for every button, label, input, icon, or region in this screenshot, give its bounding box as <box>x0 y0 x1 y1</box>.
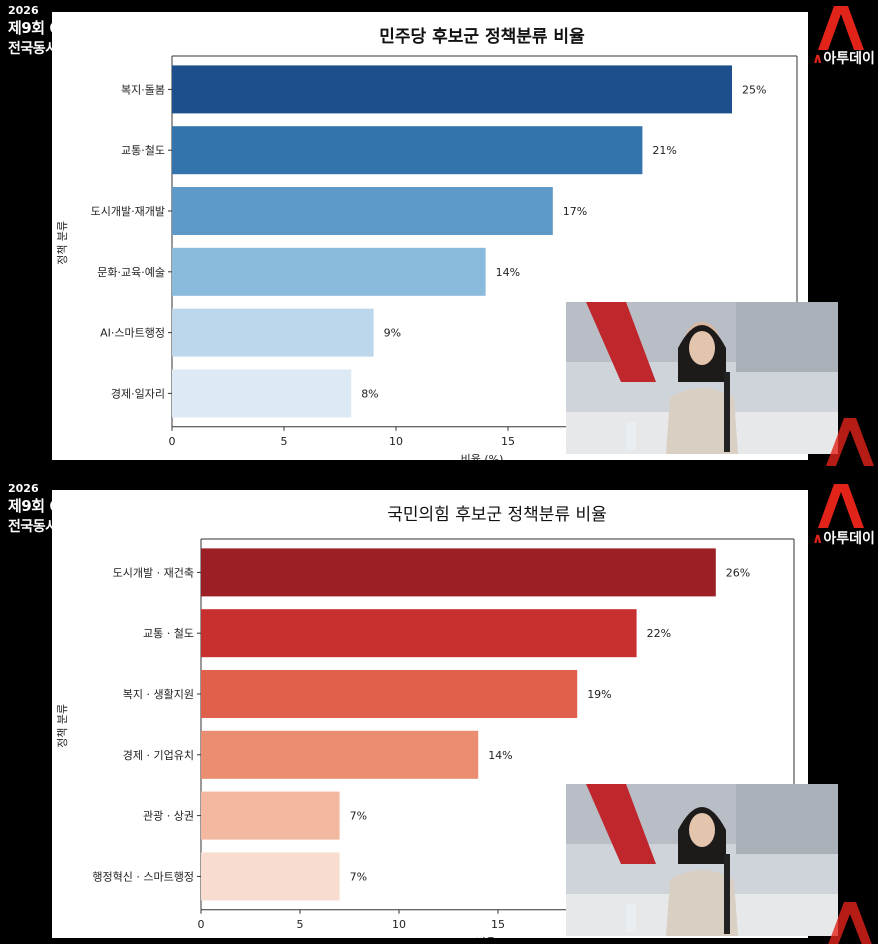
watermark-logo-icon-2 <box>828 902 872 944</box>
y-tick-label: 복지·돌봄 <box>121 83 165 96</box>
bar <box>201 670 578 718</box>
watermark-logo-icon <box>826 418 874 466</box>
channel-logo-text-2: ∧아투데이 <box>812 531 875 547</box>
data-label: 26% <box>726 566 750 579</box>
bar <box>201 730 479 779</box>
election-brand: 2026 제9회 6·3 ☑ 전국동시지방선거 <box>8 4 108 58</box>
data-label: 8% <box>361 387 378 400</box>
data-label: 19% <box>587 688 611 701</box>
y-axis-label: 정책 분류 <box>56 221 69 265</box>
presenter-video-inset <box>566 302 838 454</box>
x-tick-label: 5 <box>297 918 304 931</box>
data-label: 17% <box>563 205 587 218</box>
bar <box>201 791 340 840</box>
bar <box>201 548 716 597</box>
y-tick-label: 복지 · 생활지원 <box>123 687 194 701</box>
channel-logo-icon-2 <box>818 484 864 528</box>
x-tick-label: 10 <box>389 435 403 448</box>
data-label: 7% <box>350 810 367 823</box>
channel-logo-icon <box>818 6 864 50</box>
x-tick-label: 0 <box>169 435 176 448</box>
bar <box>172 126 643 175</box>
data-label: 22% <box>647 627 671 640</box>
channel-logo-text: ∧아투데이 <box>812 51 875 67</box>
x-axis-label: 비율 (%) <box>461 453 504 460</box>
election-brand-2: 2026 제9회 6·3 ☑ 전국동시지방선거 <box>8 482 108 536</box>
y-tick-label: 도시개발 · 재건축 <box>113 566 194 579</box>
data-label: 9% <box>384 327 401 340</box>
bar <box>172 65 732 114</box>
brand-year-2: 2026 <box>8 482 39 495</box>
y-tick-label: AI·스마트행정 <box>100 327 165 340</box>
data-label: 21% <box>652 144 676 157</box>
x-tick-label: 15 <box>491 918 505 931</box>
y-tick-label: 경제 · 기업유치 <box>123 749 194 762</box>
bar <box>201 609 637 658</box>
y-tick-label: 교통·철도 <box>121 144 165 157</box>
presenter-video-icon-2 <box>566 784 838 936</box>
x-tick-label: 10 <box>392 918 406 931</box>
bar <box>172 308 374 357</box>
brand-line2: 전국동시지방선거 <box>8 41 108 57</box>
data-label: 7% <box>350 870 367 883</box>
data-label: 14% <box>488 749 512 762</box>
x-tick-label: 15 <box>501 435 515 448</box>
x-axis-label: 비율 (%) <box>476 936 519 938</box>
presenter-video-inset-2 <box>566 784 838 936</box>
y-tick-label: 행정혁신 · 스마트행정 <box>92 870 194 883</box>
brand-line1: 제9회 6·3 ☑ <box>8 19 93 37</box>
bar <box>172 369 352 418</box>
data-label: 25% <box>742 83 766 96</box>
y-axis-label: 정책 분류 <box>56 704 69 748</box>
brand-year: 2026 <box>8 4 39 17</box>
chart-title: 국민의힘 후보군 정책분류 비율 <box>387 505 607 525</box>
chart-title: 민주당 후보군 정책분류 비율 <box>379 26 585 47</box>
y-tick-label: 관광 · 상권 <box>143 810 194 823</box>
y-tick-label: 교통 · 철도 <box>143 627 194 640</box>
brand-line2-2: 전국동시지방선거 <box>8 519 108 535</box>
bar <box>172 247 486 296</box>
bar <box>172 187 553 235</box>
bar <box>201 852 340 901</box>
y-tick-label: 문화·교육·예술 <box>97 266 165 279</box>
x-tick-label: 5 <box>281 435 288 448</box>
y-tick-label: 경제·일자리 <box>111 386 165 400</box>
brand-line1-2: 제9회 6·3 ☑ <box>8 497 93 515</box>
presenter-video-icon <box>566 302 838 454</box>
x-tick-label: 0 <box>198 918 205 931</box>
data-label: 14% <box>496 266 520 279</box>
y-tick-label: 도시개발·재개발 <box>91 205 165 218</box>
